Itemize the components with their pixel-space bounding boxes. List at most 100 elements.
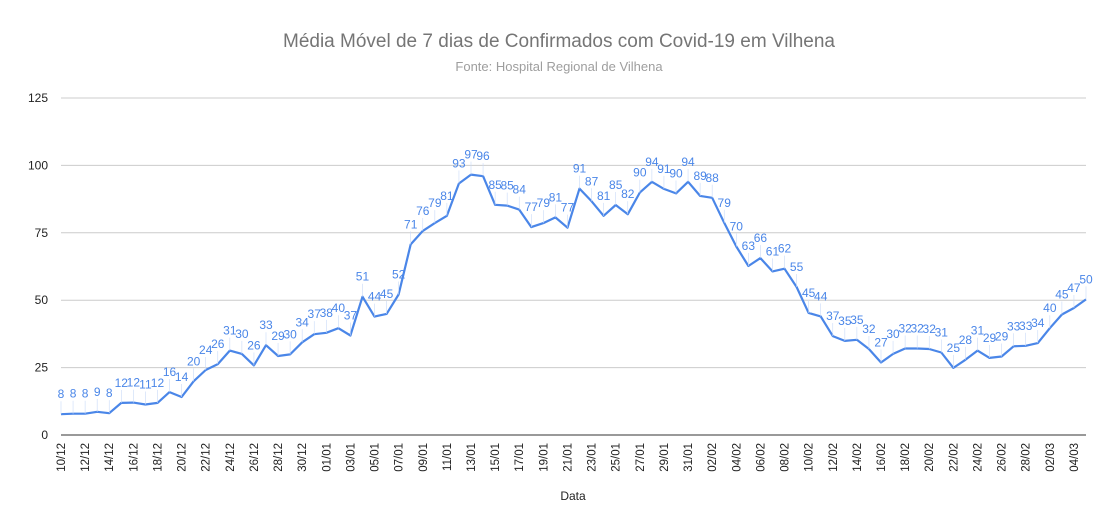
data-label: 27: [874, 335, 888, 349]
x-tick-label: 10/02: [804, 443, 816, 472]
x-tick-label: 09/01: [418, 443, 430, 472]
x-tick-label: 16/12: [128, 443, 140, 472]
data-label: 26: [247, 338, 261, 352]
data-label: 29: [271, 329, 285, 343]
data-label: 37: [826, 309, 840, 323]
x-tick-label: 02/02: [707, 443, 719, 472]
x-tick-label: 04/03: [1069, 443, 1081, 472]
data-label: 31: [971, 324, 985, 338]
data-label: 47: [1067, 281, 1081, 295]
data-label: 89: [693, 169, 707, 183]
data-label: 31: [935, 326, 949, 340]
gridlines: [61, 97, 1086, 436]
data-label: 9: [94, 385, 101, 399]
data-label: 66: [754, 231, 768, 245]
data-label: 32: [862, 322, 876, 336]
x-tick-label: 22/12: [201, 443, 213, 472]
x-tick-label: 11/01: [442, 443, 454, 471]
x-tick-label: 22/02: [948, 443, 960, 472]
x-tick-label: 25/01: [611, 443, 623, 472]
data-label: 20: [187, 354, 201, 368]
data-label: 71: [404, 217, 418, 231]
data-label: 61: [766, 244, 780, 258]
x-tick-label: 14/12: [104, 443, 116, 472]
x-axis-ticks: 10/12 12/12 14/12 16/12 18/12 20/12 22/12 24/12…: [56, 443, 1081, 472]
data-label: 40: [1043, 301, 1057, 315]
x-tick-label: 13/01: [466, 443, 478, 472]
data-label: 96: [476, 149, 490, 163]
x-tick-label: 31/01: [683, 443, 695, 472]
data-label: 85: [488, 178, 502, 192]
data-label: 37: [344, 309, 358, 323]
data-label: 30: [886, 327, 900, 341]
data-label: 91: [657, 162, 671, 176]
x-tick-label: 28/02: [1021, 443, 1033, 472]
data-label: 85: [609, 178, 623, 192]
data-label: 32: [910, 321, 924, 335]
data-label: 81: [597, 189, 611, 203]
data-label: 33: [1019, 319, 1033, 333]
series-line: [60, 173, 1087, 416]
data-label: 55: [790, 260, 804, 274]
data-label: 29: [983, 331, 997, 345]
y-tick-label: 25: [35, 361, 49, 375]
x-tick-label: 19/01: [538, 443, 550, 472]
data-label: 40: [332, 301, 346, 315]
x-tick-label: 05/01: [370, 443, 382, 472]
data-label: 81: [549, 190, 563, 204]
x-tick-label: 20/12: [177, 443, 189, 472]
y-tick-label: 125: [28, 91, 48, 105]
data-label: 24: [199, 343, 213, 357]
series-line-path: [60, 173, 1087, 416]
data-label: 44: [368, 290, 382, 304]
data-label: 35: [850, 313, 864, 327]
x-tick-label: 12/12: [80, 443, 92, 472]
data-label: 63: [742, 239, 756, 253]
y-tick-label: 75: [35, 226, 49, 240]
data-label: 82: [621, 187, 635, 201]
data-label: 30: [283, 327, 297, 341]
x-tick-label: 01/01: [321, 443, 333, 472]
data-label: 38: [320, 306, 334, 320]
data-label: 33: [1007, 319, 1021, 333]
data-label: 25: [947, 341, 961, 355]
chart-subtitle: Fonte: Hospital Regional de Vilhena: [455, 59, 663, 74]
data-label: 28: [959, 333, 973, 347]
data-label: 91: [573, 162, 587, 176]
data-label: 26: [211, 337, 225, 351]
x-tick-label: 02/03: [1045, 443, 1057, 472]
data-label: 50: [1079, 272, 1093, 286]
data-label: 77: [561, 201, 575, 215]
x-tick-label: 30/12: [297, 443, 309, 472]
data-label: 93: [452, 156, 466, 170]
data-label: 45: [1055, 287, 1069, 301]
data-label: 97: [464, 148, 478, 162]
data-label: 35: [838, 314, 852, 328]
data-label: 31: [223, 324, 237, 338]
data-label: 45: [380, 287, 394, 301]
data-label: 45: [802, 286, 816, 300]
data-label: 12: [151, 376, 165, 390]
data-label: 90: [669, 166, 683, 180]
data-label: 12: [115, 376, 129, 390]
x-tick-label: 26/02: [997, 443, 1009, 472]
x-tick-label: 24/12: [225, 443, 237, 472]
data-label: 12: [127, 376, 141, 390]
data-label: 85: [500, 179, 514, 193]
data-label: 8: [106, 386, 113, 400]
data-label: 79: [718, 196, 732, 210]
x-tick-label: 21/01: [562, 443, 574, 472]
data-label: 8: [58, 387, 65, 401]
x-tick-label: 15/01: [490, 443, 502, 472]
data-label: 34: [1031, 316, 1045, 330]
x-tick-label: 12/02: [828, 443, 840, 472]
data-label: 87: [585, 174, 599, 188]
data-label: 51: [356, 270, 370, 284]
y-tick-label: 0: [41, 428, 48, 442]
x-tick-label: 28/12: [273, 443, 285, 472]
x-tick-label: 07/01: [394, 443, 406, 472]
chart-title: Média Móvel de 7 dias de Confirmados com…: [283, 31, 835, 52]
data-label: 94: [645, 155, 659, 169]
